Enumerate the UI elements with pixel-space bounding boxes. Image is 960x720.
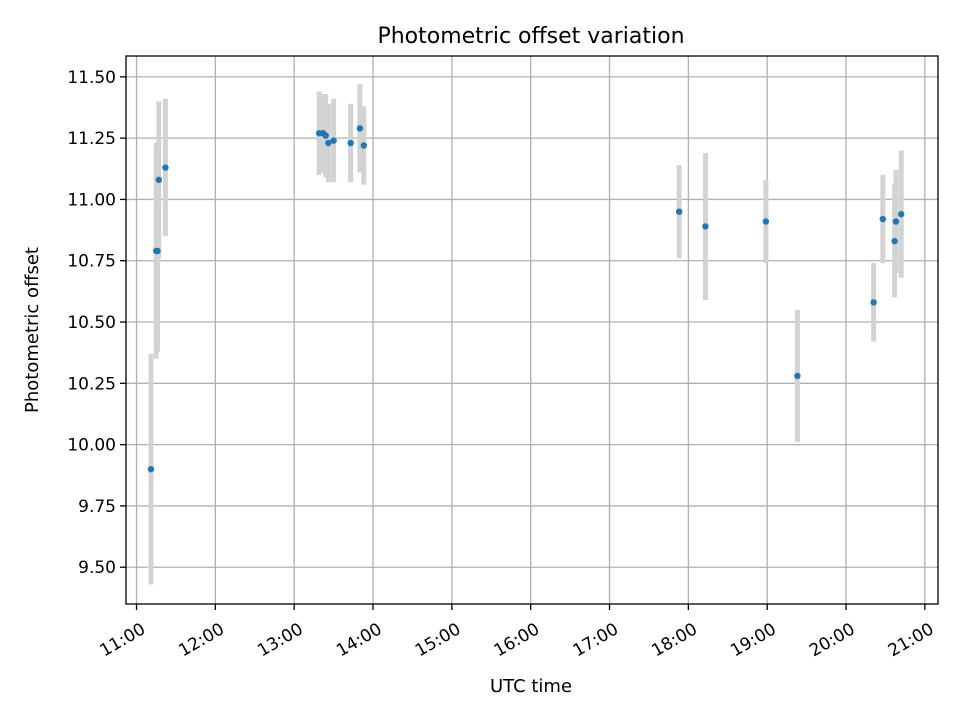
y-tick-label: 11.25 (67, 129, 116, 149)
x-axis-label: UTC time (490, 676, 572, 697)
y-tick-label: 11.00 (67, 190, 116, 210)
y-axis-label: Photometric offset (22, 247, 43, 413)
data-point (147, 465, 155, 473)
data-point (155, 176, 163, 184)
data-point (891, 237, 898, 245)
data-point (892, 218, 900, 225)
data-point (879, 215, 887, 223)
y-tick-label: 10.00 (67, 436, 116, 456)
grid (126, 56, 938, 604)
data-point (762, 218, 770, 225)
plot-frame (125, 55, 939, 605)
y-tick-label: 10.25 (67, 374, 116, 394)
data-point (356, 125, 364, 132)
data-point (325, 139, 332, 147)
data-point (347, 139, 354, 147)
y-tick-label: 9.50 (78, 558, 116, 578)
data-point (898, 210, 905, 218)
data-point (162, 164, 169, 171)
y-axis-ticks: 9.50 9.75 10.00 10.25 10.50 10.75 11.00 11.25 11… (67, 68, 126, 578)
y-tick-label: 10.50 (67, 313, 116, 333)
y-tick-label: 10.75 (67, 252, 116, 272)
data-point (330, 137, 337, 144)
data-point (154, 247, 161, 255)
data-point (870, 299, 877, 306)
points (147, 125, 905, 473)
y-tick-label: 9.75 (78, 497, 116, 517)
data-point (322, 132, 329, 139)
chart-title: Photometric offset variation (377, 24, 684, 49)
data-point (794, 372, 801, 380)
data-point (702, 223, 709, 230)
data-point (675, 208, 683, 215)
y-tick-label: 11.50 (67, 68, 116, 88)
data-point (360, 142, 368, 149)
